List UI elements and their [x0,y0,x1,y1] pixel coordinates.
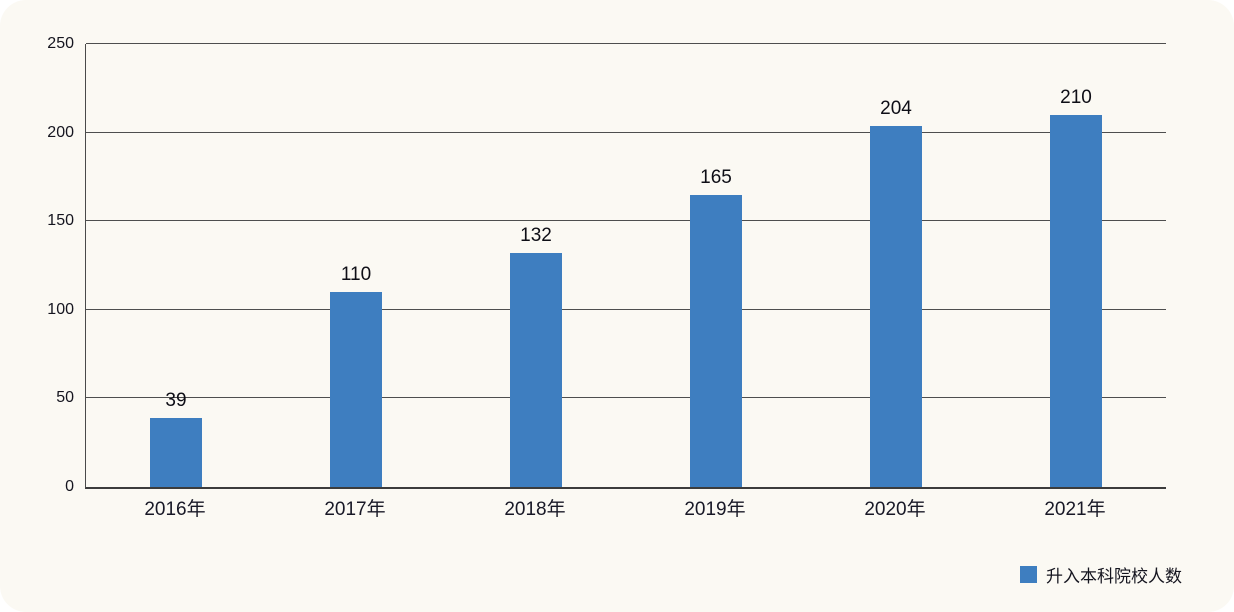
bar-value-label: 204 [880,97,912,119]
legend: 升入本科院校人数 [1020,562,1182,587]
y-axis-tick-label: 200 [47,123,74,141]
y-axis-tick-label: 150 [47,212,74,230]
bar [870,125,922,487]
bar [690,194,742,487]
y-axis-tick-label: 100 [47,300,74,318]
y-axis-tick-label: 0 [65,478,74,495]
bar [330,292,382,487]
legend-swatch [1020,566,1037,583]
bar-value-label: 132 [520,225,552,247]
gridline [86,397,1166,399]
x-axis-category-label: 2018年 [504,499,566,520]
bar [1050,114,1102,487]
gridline [86,43,1166,44]
x-axis-category-label: 2021年 [1044,499,1106,520]
legend-label: 升入本科院校人数 [1046,567,1182,586]
y-axis-tick-label: 50 [56,389,74,407]
gridline [86,308,1166,310]
x-axis-category-label: 2017年 [324,499,386,520]
bar-value-label: 210 [1060,86,1092,108]
plot-area: 39 110 132 165 204 210 [85,43,1166,489]
x-axis-category-label: 2016年 [144,499,206,520]
y-axis-tick-label: 250 [47,35,74,52]
bar [510,253,562,487]
bar-value-label: 39 [165,389,187,411]
bar-value-label: 110 [340,264,372,286]
bar-value-label: 165 [700,166,732,188]
gridline [86,220,1166,222]
x-axis-category-label: 2019年 [684,499,746,520]
x-axis-category-label: 2020年 [864,499,926,520]
bar [150,417,202,487]
gridline [86,131,1166,133]
